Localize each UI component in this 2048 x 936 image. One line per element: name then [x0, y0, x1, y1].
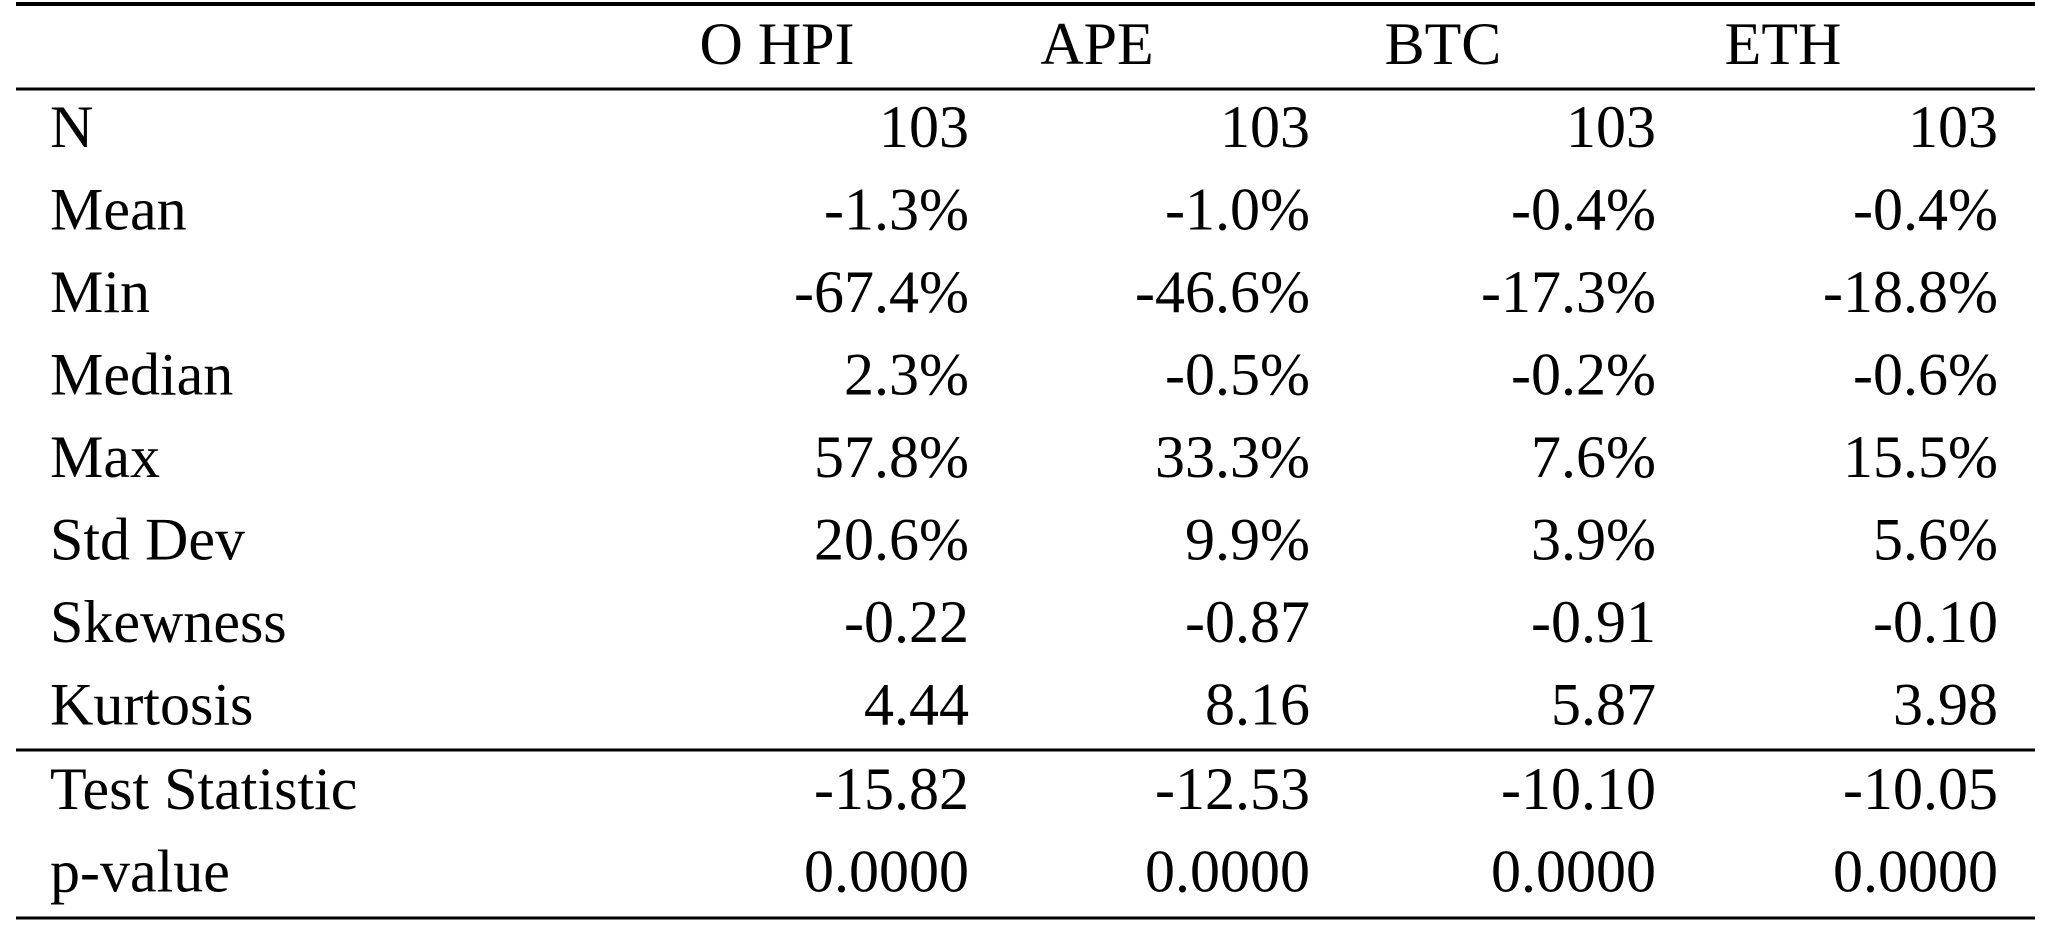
cell: -0.4% [1853, 176, 1998, 242]
cell: 103 [1220, 94, 1310, 160]
cell: -0.2% [1511, 341, 1656, 407]
cell: -18.8% [1823, 259, 1998, 325]
cell: -0.6% [1853, 341, 1998, 407]
column-header: BTC [1385, 11, 1502, 77]
cell: -12.53 [1155, 756, 1310, 822]
column-header: O HPI [699, 11, 854, 77]
cell: -0.5% [1165, 341, 1310, 407]
cell: 3.98 [1893, 671, 1998, 737]
row-label: Mean [50, 176, 187, 242]
cell: 0.0000 [1833, 838, 1998, 904]
row-label: Std Dev [50, 506, 245, 572]
cell: 9.9% [1185, 506, 1310, 572]
cell: -1.0% [1165, 176, 1310, 242]
cell: -10.05 [1843, 756, 1998, 822]
cell: -10.10 [1501, 756, 1656, 822]
row-label: p-value [50, 838, 230, 904]
cell: 0.0000 [1145, 838, 1310, 904]
cell: -0.4% [1511, 176, 1656, 242]
row-label: Min [50, 259, 150, 325]
cell: 8.16 [1205, 671, 1310, 737]
cell: 2.3% [844, 341, 969, 407]
cell: 0.0000 [1491, 838, 1656, 904]
column-header: ETH [1725, 11, 1842, 77]
column-header: APE [1040, 11, 1153, 77]
cell: 7.6% [1531, 424, 1656, 490]
cell: -46.6% [1135, 259, 1310, 325]
row-label: Skewness [50, 589, 287, 655]
cell: -0.22 [844, 589, 969, 655]
cell: 5.87 [1551, 671, 1656, 737]
cell: 103 [1566, 94, 1656, 160]
cell: 57.8% [814, 424, 969, 490]
cell: 15.5% [1843, 424, 1998, 490]
cell: -1.3% [824, 176, 969, 242]
cell: -0.91 [1531, 589, 1656, 655]
row-label: Test Statistic [50, 756, 357, 822]
cell: 103 [1908, 94, 1998, 160]
cell: 103 [879, 94, 969, 160]
row-label: Kurtosis [50, 671, 253, 737]
cell: 33.3% [1155, 424, 1310, 490]
cell: 5.6% [1873, 506, 1998, 572]
cell: -17.3% [1481, 259, 1656, 325]
cell: 20.6% [814, 506, 969, 572]
cell: -0.10 [1873, 589, 1998, 655]
cell: -15.82 [814, 756, 969, 822]
cell: 0.0000 [804, 838, 969, 904]
cell: -67.4% [794, 259, 969, 325]
cell: 3.9% [1531, 506, 1656, 572]
cell: 4.44 [864, 671, 969, 737]
row-label: N [50, 94, 93, 160]
cell: -0.87 [1185, 589, 1310, 655]
row-label: Median [50, 341, 233, 407]
row-label: Max [50, 424, 160, 490]
